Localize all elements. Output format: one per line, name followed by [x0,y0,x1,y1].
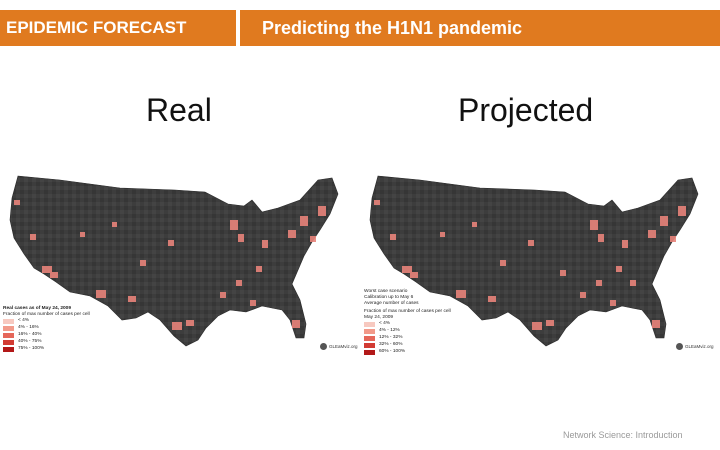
outbreak-clusters [14,200,326,330]
credit-projected: GLEaMviz.org [676,343,714,350]
panel-title-projected: Projected [458,92,594,128]
legend-row: 4% - 16% [3,325,123,332]
legend-row: 60% - 100% [364,349,484,356]
slide-title: Predicting the H1N1 pandemic [262,18,523,38]
legend-subheading: Fraction of max number of cases per cell [3,311,90,317]
outbreak-clusters [374,200,686,330]
legend-row: 40% - 75% [3,339,123,346]
us-map-projected [369,175,699,347]
legend-row: 32% - 60% [364,342,484,349]
panel-title-real: Real [146,92,212,128]
section-title: EPIDEMIC FORECAST [6,18,187,37]
legend-subheading: Fraction of max number of cases per cell [364,308,451,314]
legend-row: 16% - 40% [3,332,123,339]
us-map-real [9,175,339,347]
legend-row: < 4% [3,318,123,325]
legend-row: < 4% [364,321,484,328]
header-divider [236,10,240,46]
legend-row: 12% - 32% [364,335,484,342]
gleamviz-logo-icon [320,343,327,350]
legend-real: Real cases as of May 24, 2009 Fraction o… [3,306,123,353]
legend-heading-line: Calibration up to May 6 [364,294,414,300]
legend-projected: Worst case scenario Calibration up to Ma… [364,289,484,356]
legend-row: 75% - 100% [3,346,123,353]
header-bar: EPIDEMIC FORECAST Predicting the H1N1 pa… [0,10,720,46]
legend-date: May 24, 2009 [364,314,394,320]
gleamviz-logo-icon [676,343,683,350]
legend-heading-line: Average number of cases [364,300,419,306]
legend-heading-line: Worst case scenario [364,289,408,294]
legend-heading: Real cases as of May 24, 2009 [3,306,72,311]
footer-text: Network Science: Introduction [563,430,683,440]
legend-row: 4% - 12% [364,328,484,335]
credit-real: GLEaMviz.org [320,343,358,350]
